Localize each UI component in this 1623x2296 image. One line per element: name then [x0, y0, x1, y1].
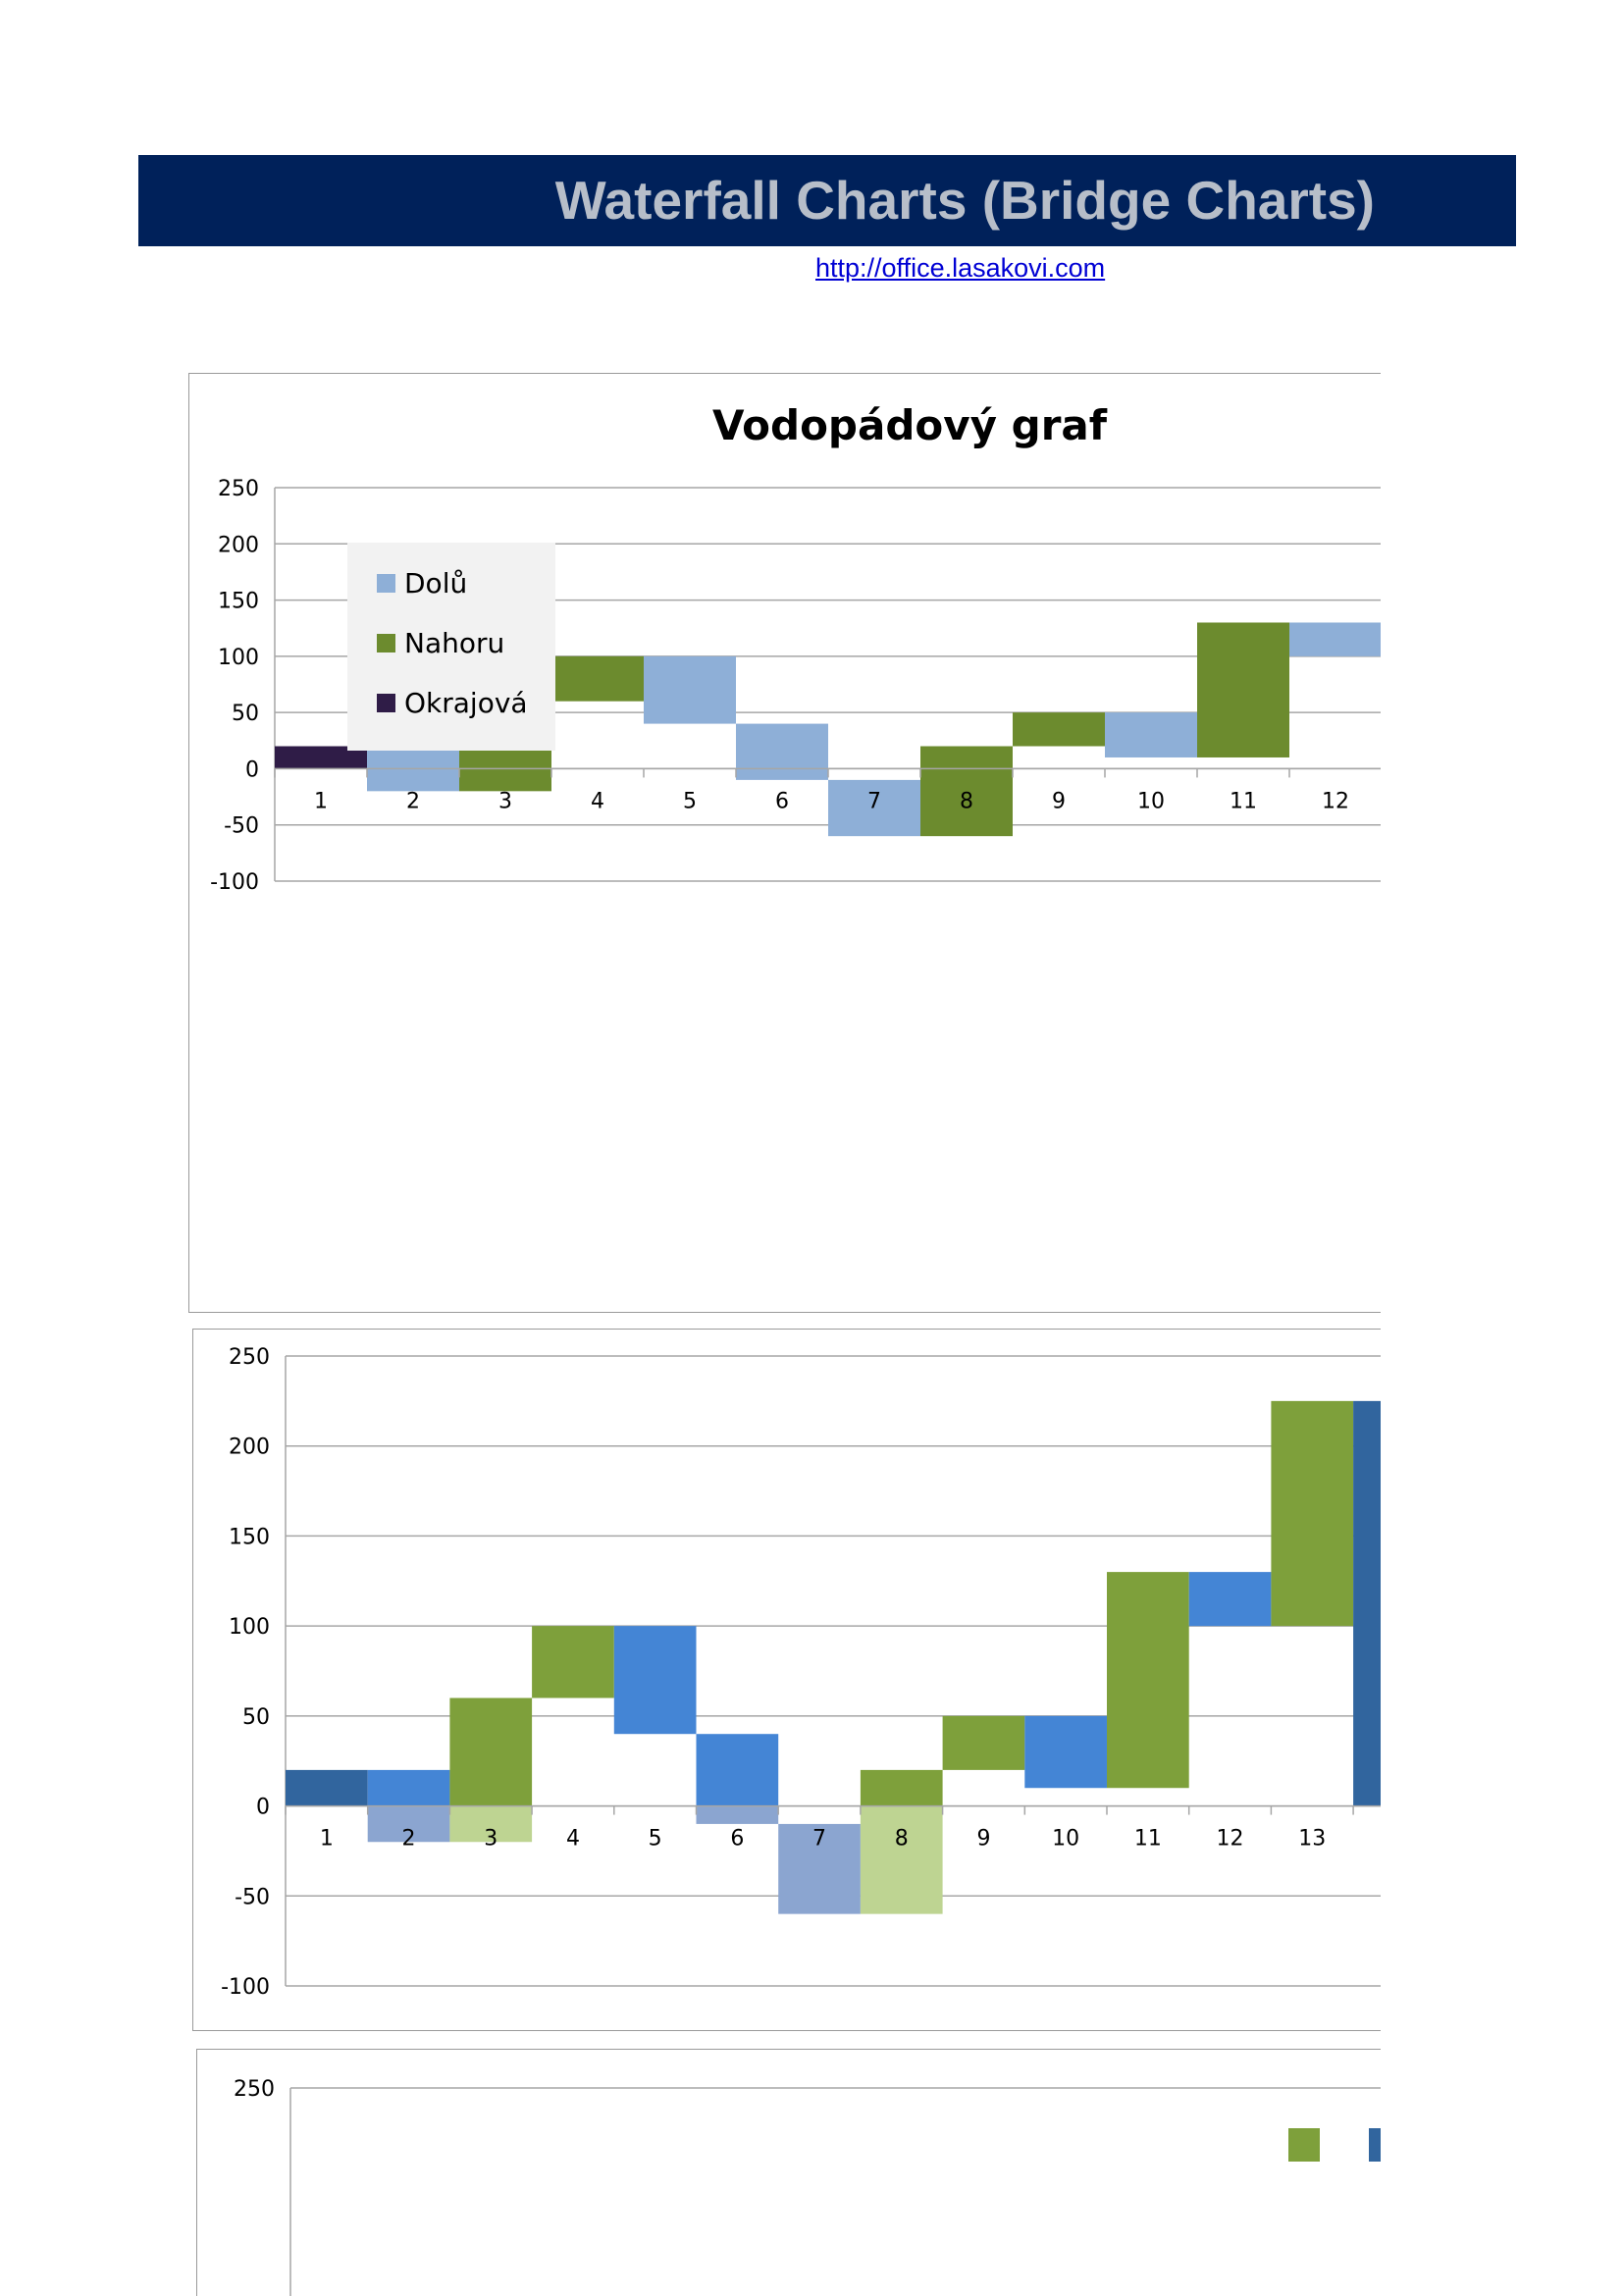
chart-title: Vodopádový graf	[712, 401, 1108, 449]
x-tick-label: 9	[1052, 789, 1066, 813]
legend-swatch	[377, 634, 395, 652]
legend-label: Dolů	[404, 567, 467, 600]
bar-nahoru	[1013, 712, 1105, 747]
legend-swatch	[1288, 2128, 1320, 2162]
bar-segment	[1107, 1572, 1189, 1789]
website-link[interactable]: http://office.lasakovi.com	[815, 253, 1106, 283]
legend-swatch	[1369, 2128, 1381, 2162]
bar-segment	[1188, 1572, 1272, 1627]
bar-dolů	[736, 723, 828, 780]
x-tick-label: 2	[406, 789, 420, 813]
x-tick-label: 10	[1137, 789, 1165, 813]
x-tick-label: 13	[1298, 1827, 1326, 1852]
y-tick-label: 200	[218, 533, 259, 557]
y-tick-label: 250	[218, 477, 259, 501]
bar-dolů	[828, 779, 920, 837]
x-tick-label: 6	[775, 789, 789, 813]
legend-swatch	[377, 574, 395, 593]
bar-nahoru	[551, 655, 644, 702]
header-banner: Waterfall Charts (Bridge Charts)	[138, 155, 1516, 246]
x-tick-label: 12	[1322, 789, 1349, 813]
bar-nahoru	[920, 746, 1013, 837]
bar-segment	[1024, 1715, 1107, 1789]
y-tick-label: -50	[235, 1885, 270, 1909]
y-tick-label: 200	[229, 1435, 270, 1460]
y-tick-label: 0	[256, 1796, 270, 1820]
bar-nahoru	[1197, 622, 1289, 757]
bar-segment	[286, 1769, 368, 1806]
y-tick-label: 250	[229, 1345, 270, 1370]
y-tick-label: 100	[229, 1615, 270, 1640]
legend-label: Okrajová	[404, 687, 528, 719]
bar-segment	[860, 1769, 943, 1806]
y-tick-label: -100	[221, 1975, 270, 2000]
x-tick-label: 9	[976, 1827, 990, 1852]
bar-dolů	[644, 655, 736, 724]
y-tick-label: 0	[245, 757, 259, 782]
bar-segment	[449, 1805, 533, 1843]
x-tick-label: 1	[314, 789, 328, 813]
x-tick-label: 5	[649, 1827, 662, 1852]
bar-segment	[696, 1734, 779, 1806]
bar-dolů	[1105, 712, 1197, 757]
legend-label: Nahoru	[404, 627, 504, 659]
bar-segment	[367, 1769, 450, 1806]
waterfall-chart-3-svg: 250	[234, 2077, 1381, 2296]
y-tick-label: -50	[224, 814, 259, 839]
bar-partial	[1353, 1400, 1381, 1806]
bar-dolů	[1289, 622, 1381, 656]
legend: Dolů Nahoru Okrajová	[347, 543, 555, 751]
page-title: Waterfall Charts (Bridge Charts)	[554, 170, 1375, 231]
bar-segment	[860, 1805, 943, 1914]
y-tick-label: 50	[242, 1705, 270, 1730]
x-tick-label: 7	[812, 1827, 826, 1852]
bar-segment	[532, 1626, 614, 1698]
waterfall-chart-1: -100 -50 0 50 100 150 200 250 Vodopádový graf 1 2 3…	[188, 373, 1381, 1313]
bar-segment	[367, 1805, 450, 1843]
legend-swatch	[377, 694, 395, 712]
bar-segment	[942, 1715, 1025, 1770]
x-tick-label: 11	[1230, 789, 1257, 813]
x-tick-label: 3	[498, 789, 512, 813]
x-tick-label: 8	[960, 789, 973, 813]
x-tick-label: 4	[566, 1827, 580, 1852]
y-tick-label: -100	[210, 870, 259, 895]
x-tick-label: 10	[1052, 1827, 1079, 1852]
y-tick-label: 150	[229, 1525, 270, 1549]
bar-segment	[1271, 1400, 1354, 1627]
x-tick-label: 12	[1217, 1827, 1244, 1852]
x-tick-label: 4	[591, 789, 604, 813]
x-tick-label: 11	[1134, 1827, 1162, 1852]
x-tick-label: 6	[730, 1827, 744, 1852]
bar-segment	[449, 1697, 533, 1806]
x-tick-label: 5	[683, 789, 697, 813]
x-tick-label: 7	[867, 789, 881, 813]
waterfall-chart-3: 250	[196, 2049, 1381, 2296]
bar-segment	[696, 1805, 779, 1824]
x-tick-label: 3	[484, 1827, 497, 1852]
x-tick-label: 1	[320, 1827, 334, 1852]
bar-okrajová	[275, 746, 367, 769]
y-tick-label: 150	[218, 590, 259, 614]
x-tick-label: 8	[895, 1827, 909, 1852]
waterfall-chart-2: -100 -50 0 50 100 150 200 250 1 2 3 4 5 6 7 8 9 10 11 12 13	[192, 1329, 1381, 2031]
bar-segment	[613, 1626, 697, 1735]
y-tick-label: 50	[232, 702, 259, 726]
y-tick-label: 100	[218, 646, 259, 670]
y-tick-label: 250	[234, 2077, 275, 2102]
bar-segment	[778, 1823, 861, 1914]
x-tick-label: 2	[402, 1827, 416, 1852]
